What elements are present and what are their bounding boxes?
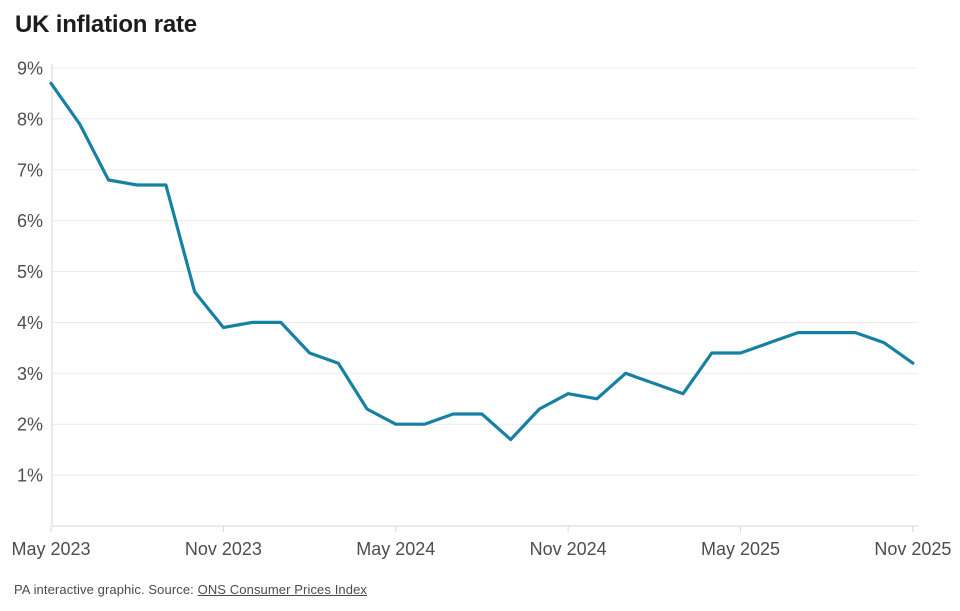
chart-title: UK inflation rate bbox=[15, 11, 197, 38]
y-tick-label: 7% bbox=[17, 160, 43, 180]
y-tick-label: 9% bbox=[17, 59, 43, 79]
source-prefix: PA interactive graphic. Source: bbox=[14, 582, 198, 597]
line-chart: 1% 2% 3% 4% 5% 6% 7% 8% 9% May 2023 Nov 2023 May 20… bbox=[11, 59, 951, 560]
x-tick-label: Nov 2023 bbox=[185, 539, 262, 559]
y-tick-label: 6% bbox=[17, 211, 43, 231]
y-tick-label: 8% bbox=[17, 109, 43, 129]
source-note: PA interactive graphic. Source: ONS Cons… bbox=[14, 582, 367, 597]
source-link[interactable]: ONS Consumer Prices Index bbox=[197, 582, 368, 597]
inflation-line-series bbox=[49, 81, 915, 442]
y-tick-label: 1% bbox=[17, 466, 43, 486]
y-tick-label: 5% bbox=[17, 262, 43, 282]
y-tick-label: 3% bbox=[17, 364, 43, 384]
x-tick-label: Nov 2025 bbox=[874, 539, 951, 559]
x-tick-label: May 2025 bbox=[701, 539, 780, 559]
x-tick-label: May 2023 bbox=[11, 539, 90, 559]
y-tick-label: 4% bbox=[17, 313, 43, 333]
x-tick-label: Nov 2024 bbox=[530, 539, 607, 559]
x-tick-label: May 2024 bbox=[356, 539, 435, 559]
y-tick-label: 2% bbox=[17, 415, 43, 435]
